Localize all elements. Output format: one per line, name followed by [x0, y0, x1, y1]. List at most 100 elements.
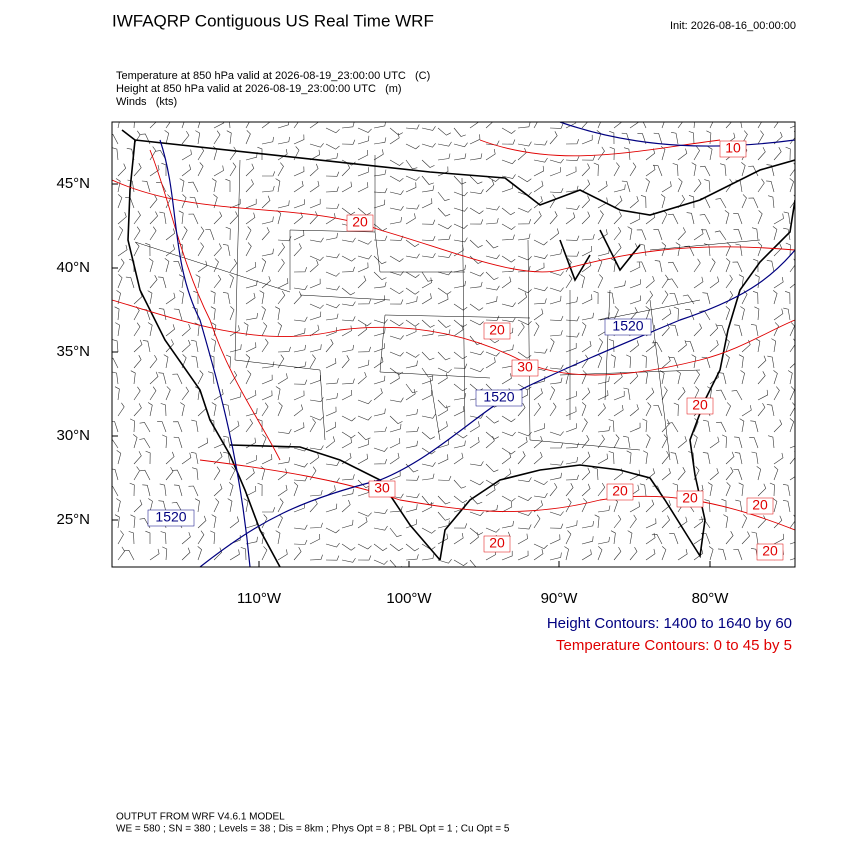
wind-barb: [782, 484, 791, 497]
wind-barb: [709, 122, 714, 129]
wind-barb: [703, 419, 711, 433]
wind-barb: [357, 127, 372, 133]
wind-barb: [581, 418, 588, 433]
wind-barb: [341, 181, 352, 193]
wind-barb: [125, 276, 135, 289]
wind-barb: [210, 290, 216, 305]
wind-barb: [755, 338, 761, 353]
wind-barb: [688, 131, 695, 145]
wind-barb: [213, 122, 225, 129]
wind-barb: [116, 498, 121, 513]
wind-barb: [757, 515, 766, 529]
wind-barb: [723, 514, 729, 529]
wind-barb: [533, 211, 542, 225]
wind-barb: [293, 291, 302, 305]
wind-barb: [117, 530, 124, 545]
wind-barb: [469, 367, 484, 373]
wind-barb: [677, 194, 685, 209]
wind-barb: [389, 132, 400, 145]
wind-barb: [565, 156, 580, 162]
wind-barb: [373, 327, 386, 337]
wind-barb: [188, 213, 199, 225]
wind-barb: [257, 418, 263, 433]
wind-barb: [693, 323, 702, 337]
wind-barb: [757, 130, 764, 145]
wind-barb: [549, 228, 560, 241]
wind-barb: [789, 125, 795, 129]
wind-barb: [309, 211, 318, 225]
wind-barb: [453, 127, 466, 137]
wind-barb: [229, 306, 235, 321]
wind-barb: [421, 198, 433, 209]
wind-barb: [309, 198, 321, 209]
wind-barb: [341, 557, 356, 563]
wind-barb: [149, 386, 157, 401]
wind-barb: [181, 386, 189, 401]
wind-barb: [469, 532, 479, 545]
wind-barb: [275, 178, 281, 193]
wind-barb: [293, 328, 306, 337]
wind-barb: [421, 367, 434, 378]
wind-barb: [261, 322, 268, 337]
wind-barb: [741, 405, 752, 417]
wind-barb: [725, 122, 732, 129]
wind-barb: [325, 503, 338, 513]
wind-barb: [245, 122, 250, 129]
wind-barb: [501, 317, 516, 323]
wind-barb: [149, 122, 157, 129]
wind-barb: [597, 425, 611, 433]
wind-barb: [357, 239, 372, 245]
wind-barb: [670, 324, 679, 337]
wind-barb: [642, 418, 648, 433]
wind-barb: [773, 452, 784, 465]
wind-barb: [181, 130, 190, 145]
wind-barb: [421, 253, 436, 258]
wind-barb: [213, 451, 223, 465]
wind-barb: [293, 316, 308, 322]
wind-barb: [357, 439, 369, 449]
wind-barb: [405, 351, 420, 358]
wind-barb: [789, 558, 795, 561]
wind-barb: [261, 136, 274, 145]
wind-barb: [405, 296, 418, 305]
wind-barb: [181, 149, 192, 161]
wind-barb: [211, 338, 216, 353]
wind-barb: [165, 194, 172, 209]
wind-barb: [243, 498, 249, 513]
wind-barb: [565, 530, 572, 545]
wind-barb: [165, 386, 171, 401]
contour-label-box: [475, 389, 523, 407]
lat-label: 40°N: [56, 259, 90, 276]
wind-barb: [773, 419, 783, 433]
wind-barb: [661, 308, 672, 321]
wind-barb: [565, 483, 574, 497]
wind-barb: [581, 134, 593, 145]
wind-barb: [130, 514, 136, 529]
wind-barb: [133, 242, 140, 257]
lat-label: 30°N: [56, 427, 90, 444]
wind-barb: [741, 514, 748, 529]
wind-barb: [357, 262, 369, 273]
wind-barb: [739, 418, 745, 433]
wind-barb: [549, 330, 563, 337]
wind-barb: [670, 452, 679, 465]
wind-barb: [437, 373, 448, 385]
wind-barb: [405, 319, 420, 327]
wind-barb: [607, 291, 615, 305]
field-label: Temperature at 850 hPa valid at 2026-08-…: [116, 70, 430, 82]
wind-barb: [261, 122, 271, 129]
wind-barb: [437, 475, 452, 481]
wind-barb: [748, 197, 759, 209]
wind-barb: [629, 162, 637, 177]
wind-barb: [501, 223, 516, 230]
contour-label-box: [606, 483, 634, 501]
wind-barb: [123, 549, 135, 561]
wind-barb: [357, 167, 369, 177]
wind-barb: [178, 210, 184, 225]
wind-barb: [261, 338, 269, 353]
wind-barb: [485, 179, 495, 193]
wind-barb: [293, 390, 305, 401]
wind-barb: [787, 370, 793, 385]
contour-label-box: [368, 480, 396, 498]
wind-barb: [226, 130, 232, 145]
